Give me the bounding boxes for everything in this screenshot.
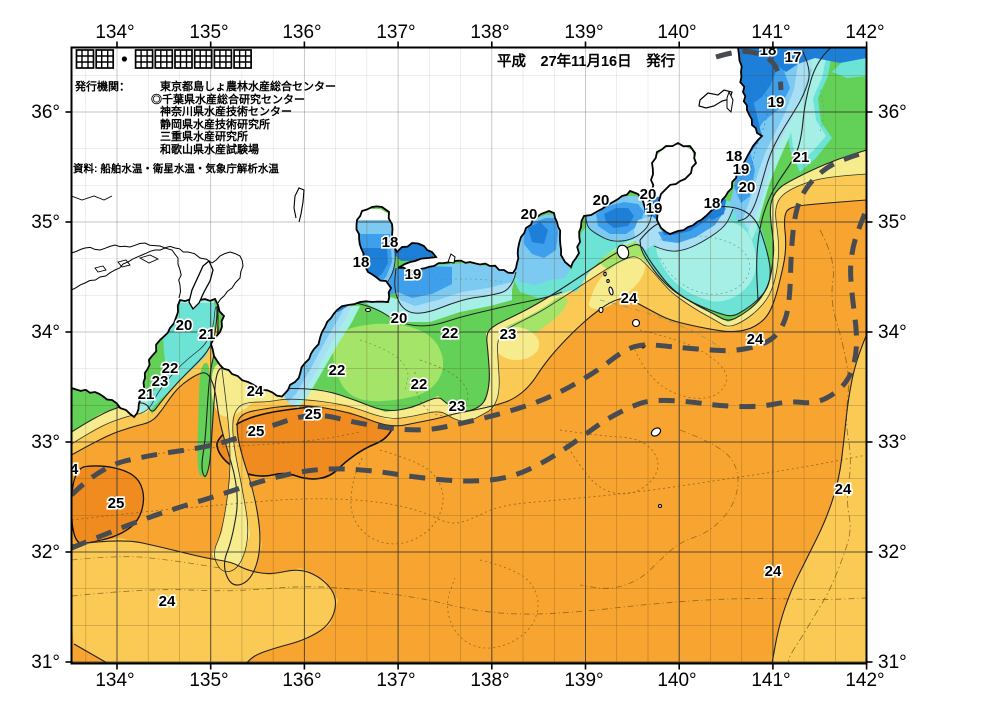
svg-text:20: 20	[176, 317, 193, 334]
svg-text:18: 18	[760, 42, 777, 59]
svg-text:141°: 141°	[751, 22, 790, 43]
svg-text:22: 22	[329, 362, 346, 379]
svg-text:静岡県水産技術研究所: 静岡県水産技術研究所	[160, 117, 270, 131]
svg-text:18: 18	[382, 234, 399, 251]
svg-text:31°: 31°	[878, 652, 907, 673]
svg-text:18: 18	[726, 148, 743, 165]
svg-text:140°: 140°	[657, 22, 696, 43]
svg-text:25: 25	[248, 423, 265, 440]
svg-text:24: 24	[835, 481, 852, 498]
svg-text:和歌山県水産試験場: 和歌山県水産試験場	[160, 142, 259, 156]
svg-text:135°: 135°	[189, 670, 228, 691]
svg-text:34°: 34°	[31, 322, 60, 343]
svg-text:18: 18	[353, 254, 370, 271]
svg-text:35°: 35°	[878, 212, 907, 233]
svg-text:東京都島しょ農林水産総合センター: 東京都島しょ農林水産総合センター	[160, 79, 336, 93]
svg-text:20: 20	[391, 310, 408, 327]
svg-text:24: 24	[765, 563, 782, 580]
svg-text:32°: 32°	[31, 542, 60, 563]
svg-text:33°: 33°	[31, 432, 60, 453]
svg-text:平成 27年11月16日 発行: 平成 27年11月16日 発行	[497, 52, 676, 70]
svg-text:31°: 31°	[31, 652, 60, 673]
svg-text:三重県水産研究所: 三重県水産研究所	[160, 129, 248, 143]
svg-text:142°: 142°	[845, 22, 884, 43]
svg-text:35°: 35°	[31, 212, 60, 233]
svg-text:24: 24	[621, 290, 638, 307]
svg-text:139°: 139°	[564, 22, 603, 43]
svg-text:20: 20	[739, 179, 756, 196]
svg-text:資料: 船舶水温・衛星水温・気象庁解析水温: 資料: 船舶水温・衛星水温・気象庁解析水温	[73, 162, 279, 175]
svg-text:19: 19	[768, 94, 785, 111]
svg-text:22: 22	[162, 360, 179, 377]
svg-text:23: 23	[449, 398, 466, 415]
svg-text:140°: 140°	[657, 670, 696, 691]
svg-text:22: 22	[442, 325, 459, 342]
svg-text:神奈川県水産技術センター: 神奈川県水産技術センター	[160, 104, 292, 118]
svg-text:135°: 135°	[189, 22, 228, 43]
svg-text:142°: 142°	[845, 670, 884, 691]
svg-text:136°: 136°	[282, 670, 321, 691]
svg-text:136°: 136°	[282, 22, 321, 43]
svg-text:20: 20	[521, 206, 538, 223]
svg-text:36°: 36°	[31, 102, 60, 123]
svg-text:21: 21	[199, 326, 216, 343]
svg-text:141°: 141°	[751, 670, 790, 691]
svg-text:36°: 36°	[878, 102, 907, 123]
svg-text:発行機関：: 発行機関：	[74, 79, 130, 93]
svg-text:134°: 134°	[95, 22, 134, 43]
svg-text:134°: 134°	[95, 670, 134, 691]
svg-text:21: 21	[793, 149, 810, 166]
svg-text:138°: 138°	[470, 670, 509, 691]
svg-text:23: 23	[152, 373, 169, 390]
svg-text:18: 18	[704, 195, 721, 212]
svg-text:33°: 33°	[878, 432, 907, 453]
svg-text:34°: 34°	[878, 322, 907, 343]
svg-text:138°: 138°	[470, 22, 509, 43]
svg-text:21: 21	[138, 386, 155, 403]
svg-text:19: 19	[733, 161, 750, 178]
svg-text:137°: 137°	[376, 670, 415, 691]
svg-text:22: 22	[411, 376, 428, 393]
svg-text:19: 19	[646, 200, 663, 217]
svg-text:32°: 32°	[878, 542, 907, 563]
svg-text:24: 24	[159, 593, 176, 610]
svg-text:23: 23	[500, 326, 517, 343]
svg-text:20: 20	[593, 192, 610, 209]
svg-text:25: 25	[108, 495, 125, 512]
svg-text:24: 24	[747, 331, 764, 348]
svg-text:137°: 137°	[376, 22, 415, 43]
svg-text:19: 19	[405, 266, 422, 283]
svg-text:25: 25	[305, 406, 322, 423]
svg-text:20: 20	[640, 186, 657, 203]
svg-text:139°: 139°	[564, 670, 603, 691]
svg-text:24: 24	[62, 461, 79, 478]
svg-text:17: 17	[785, 49, 802, 66]
svg-text:24: 24	[247, 383, 264, 400]
svg-text:◎千葉県水産総合研究センター: ◎千葉県水産総合研究センター	[151, 92, 305, 106]
